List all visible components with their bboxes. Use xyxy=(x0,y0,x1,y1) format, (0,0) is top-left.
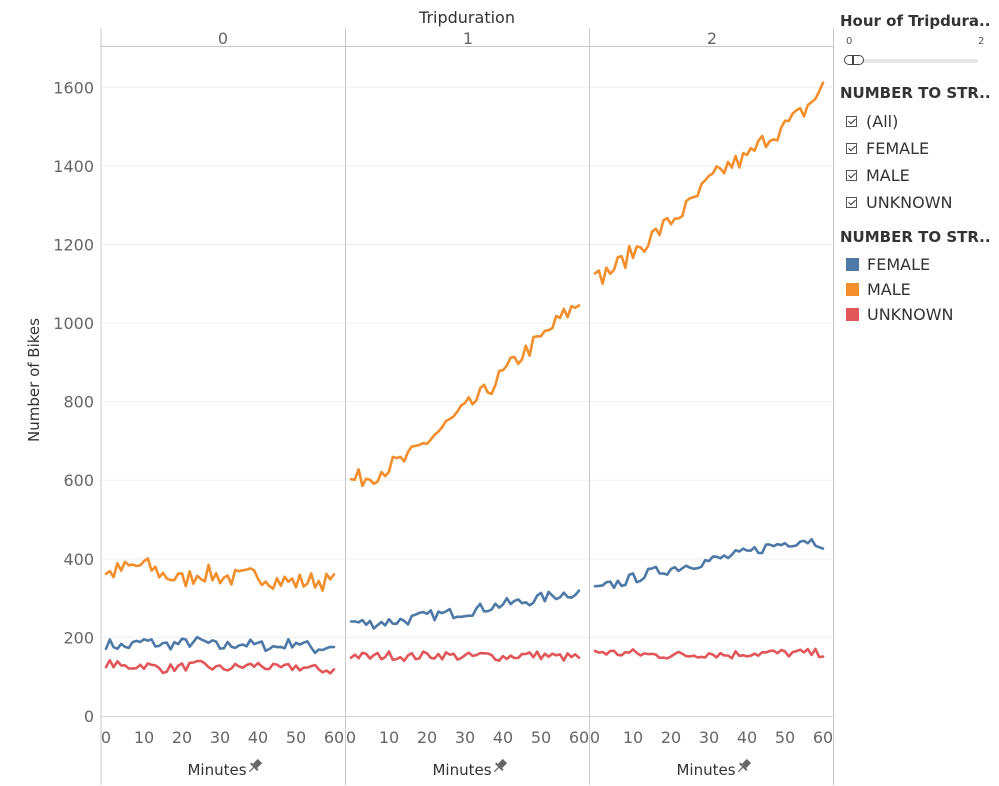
y-tick-label: 200 xyxy=(63,628,94,647)
pin-icon-head xyxy=(741,758,752,769)
x-tick-label: 10 xyxy=(379,728,399,747)
legend-item-male[interactable]: MALE xyxy=(840,277,995,302)
slider-handle[interactable] xyxy=(844,55,864,65)
pin-icon-needle xyxy=(737,766,744,773)
y-axis-label: Number of Bikes xyxy=(25,318,43,442)
pin-icon-needle xyxy=(493,766,500,773)
y-tick-label: 400 xyxy=(63,550,94,569)
x-tick-label: 0 xyxy=(346,728,356,747)
x-tick-label: 50 xyxy=(286,728,306,747)
filter-title: NUMBER TO STR.. xyxy=(840,84,991,102)
x-axis-label: Minutes xyxy=(676,761,735,779)
pin-icon[interactable] xyxy=(491,758,509,776)
series-line-female xyxy=(349,589,581,630)
pin-icon-needle xyxy=(248,766,255,773)
x-tick-label: 60 xyxy=(569,728,589,747)
x-tick-label: 50 xyxy=(531,728,551,747)
y-tick-label: 1600 xyxy=(53,78,94,97)
series-line-male xyxy=(593,81,825,286)
y-tick-label: 1400 xyxy=(53,157,94,176)
x-tick-label: 40 xyxy=(737,728,757,747)
x-tick-label: 40 xyxy=(248,728,268,747)
slider-min-label: 0 xyxy=(846,36,853,47)
legend-swatch xyxy=(846,308,859,321)
legend-swatch xyxy=(846,283,859,296)
filter-list: (All) FEMALE MALE UNKNOWN xyxy=(840,108,995,216)
x-tick-label: 30 xyxy=(699,728,719,747)
pin-icon[interactable] xyxy=(246,758,264,776)
filter-item-unknown[interactable]: UNKNOWN xyxy=(840,189,995,216)
series-line-female xyxy=(593,537,825,590)
x-tick-label: 50 xyxy=(775,728,795,747)
chart: Tripduration0200400600800100012001400160… xyxy=(25,8,834,785)
legend-item-unknown[interactable]: UNKNOWN xyxy=(840,302,995,327)
x-tick-label: 10 xyxy=(134,728,154,747)
x-tick-label: 60 xyxy=(813,728,833,747)
slider-max-label: 2 xyxy=(978,36,985,47)
checkbox-icon[interactable] xyxy=(846,143,857,154)
filter-item-all[interactable]: (All) xyxy=(840,108,995,135)
x-axis-label: Minutes xyxy=(432,761,491,779)
pin-icon[interactable] xyxy=(735,758,753,776)
color-legend: FEMALE MALE UNKNOWN xyxy=(840,252,995,327)
legend-swatch xyxy=(846,258,859,271)
slider-track[interactable] xyxy=(846,59,978,63)
x-tick-label: 20 xyxy=(417,728,437,747)
hour-slider[interactable]: 0 2 xyxy=(840,34,995,72)
series-line-unknown xyxy=(104,658,336,675)
slider-title: Hour of Tripdura.. xyxy=(840,12,991,30)
legend-item-label: UNKNOWN xyxy=(867,305,954,324)
x-tick-label: 20 xyxy=(661,728,681,747)
panel-header-label: 1 xyxy=(463,29,473,48)
filter-item-female[interactable]: FEMALE xyxy=(840,135,995,162)
y-tick-label: 1200 xyxy=(53,235,94,254)
y-tick-label: 800 xyxy=(63,393,94,412)
series-line-female xyxy=(104,635,336,655)
x-tick-label: 30 xyxy=(210,728,230,747)
x-tick-label: 0 xyxy=(590,728,600,747)
filter-item-label: UNKNOWN xyxy=(866,193,953,212)
x-tick-label: 10 xyxy=(623,728,643,747)
legend-item-label: FEMALE xyxy=(867,255,931,274)
filter-item-label: FEMALE xyxy=(866,139,930,158)
checkbox-icon[interactable] xyxy=(846,170,857,181)
panel-header-label: 2 xyxy=(707,29,717,48)
chart-title: Tripduration xyxy=(418,8,515,27)
series-line-male xyxy=(349,304,581,488)
x-tick-label: 20 xyxy=(172,728,192,747)
legend-item-label: MALE xyxy=(867,280,911,299)
y-tick-label: 600 xyxy=(63,471,94,490)
color-legend-title: NUMBER TO STR.. xyxy=(840,228,991,246)
x-axis-label: Minutes xyxy=(187,761,246,779)
checkbox-icon[interactable] xyxy=(846,197,857,208)
x-tick-label: 60 xyxy=(324,728,344,747)
y-tick-label: 0 xyxy=(84,707,94,726)
checkbox-icon[interactable] xyxy=(846,116,857,127)
filter-item-label: MALE xyxy=(866,166,910,185)
series-line-unknown xyxy=(593,647,825,660)
legend-item-female[interactable]: FEMALE xyxy=(840,252,995,277)
pin-icon-head xyxy=(252,758,263,769)
legend-panel: Hour of Tripdura.. 0 2 NUMBER TO STR.. (… xyxy=(840,12,995,327)
pin-icon-head xyxy=(497,758,508,769)
pin-icon-base xyxy=(250,762,259,771)
y-tick-label: 1000 xyxy=(53,314,94,333)
pin-icon-base xyxy=(739,762,748,771)
x-tick-label: 0 xyxy=(101,728,111,747)
filter-item-male[interactable]: MALE xyxy=(840,162,995,189)
pin-icon-base xyxy=(495,762,504,771)
panel-header-label: 0 xyxy=(218,29,228,48)
series-line-male xyxy=(104,557,336,592)
series-line-unknown xyxy=(349,650,581,663)
filter-item-label: (All) xyxy=(866,112,899,131)
x-tick-label: 30 xyxy=(455,728,475,747)
x-tick-label: 40 xyxy=(493,728,513,747)
